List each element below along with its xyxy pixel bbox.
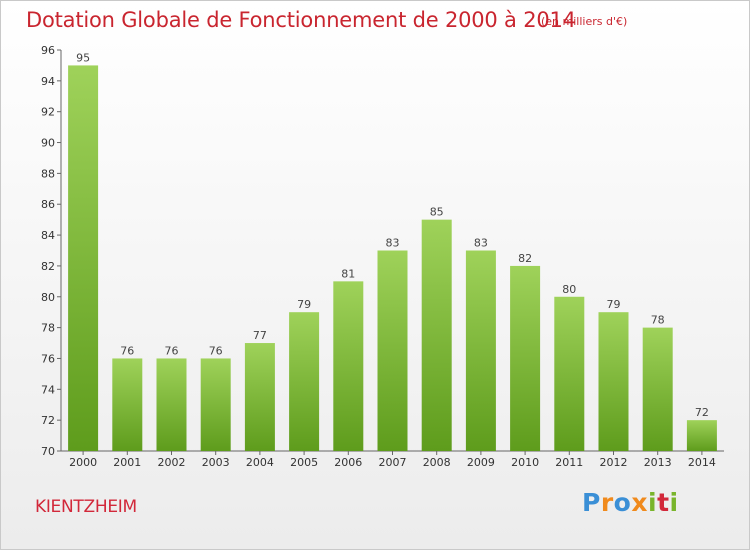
bar-value-label: 72 bbox=[695, 406, 709, 419]
chart-title: Dotation Globale de Fonctionnement de 20… bbox=[26, 8, 576, 32]
bar-value-label: 83 bbox=[474, 237, 488, 250]
y-tick-label: 72 bbox=[41, 414, 55, 427]
y-tick-label: 70 bbox=[41, 445, 55, 458]
bar bbox=[465, 250, 496, 451]
proxiti-logo: Proxiti bbox=[582, 488, 679, 517]
bar bbox=[686, 420, 717, 451]
logo-letter: r bbox=[600, 488, 614, 517]
bar bbox=[156, 358, 187, 451]
bar-value-label: 79 bbox=[607, 298, 621, 311]
bar bbox=[289, 312, 320, 451]
x-tick-label: 2001 bbox=[113, 456, 141, 469]
bar-value-label: 76 bbox=[165, 344, 179, 357]
y-tick-label: 84 bbox=[41, 229, 55, 242]
bar bbox=[200, 358, 231, 451]
x-tick-label: 2012 bbox=[600, 456, 628, 469]
bar bbox=[333, 281, 364, 451]
y-tick-label: 90 bbox=[41, 137, 55, 150]
y-tick-label: 74 bbox=[41, 383, 55, 396]
bar bbox=[598, 312, 629, 451]
logo-letter: o bbox=[613, 488, 632, 517]
bar bbox=[112, 358, 143, 451]
logo-letter: i bbox=[669, 488, 679, 517]
x-tick-label: 2011 bbox=[555, 456, 583, 469]
commune-name: KIENTZHEIM bbox=[35, 497, 137, 517]
y-tick-label: 88 bbox=[41, 167, 55, 180]
bar bbox=[554, 296, 585, 451]
x-tick-label: 2004 bbox=[246, 456, 274, 469]
x-tick-label: 2010 bbox=[511, 456, 539, 469]
chart-units-subtitle: (en milliers d'€) bbox=[541, 15, 628, 28]
bar-value-label: 81 bbox=[341, 267, 355, 280]
y-tick-label: 76 bbox=[41, 352, 55, 365]
bar-value-label: 83 bbox=[386, 237, 400, 250]
x-tick-label: 2006 bbox=[334, 456, 362, 469]
bar bbox=[421, 219, 452, 451]
bar-value-label: 95 bbox=[76, 51, 90, 64]
y-tick-label: 94 bbox=[41, 75, 55, 88]
bar-value-label: 80 bbox=[562, 283, 576, 296]
logo-letter: t bbox=[657, 488, 670, 517]
y-tick-label: 92 bbox=[41, 106, 55, 119]
bar-value-label: 79 bbox=[297, 298, 311, 311]
x-tick-label: 2002 bbox=[158, 456, 186, 469]
bar bbox=[244, 343, 275, 451]
bar-value-label: 85 bbox=[430, 206, 444, 219]
bar bbox=[642, 327, 673, 451]
bar bbox=[68, 65, 99, 451]
x-tick-label: 2000 bbox=[69, 456, 97, 469]
bar bbox=[377, 250, 408, 451]
logo-letter: x bbox=[631, 488, 648, 517]
y-tick-label: 86 bbox=[41, 198, 55, 211]
logo-letter: P bbox=[582, 488, 601, 517]
x-tick-label: 2009 bbox=[467, 456, 495, 469]
y-tick-label: 80 bbox=[41, 291, 55, 304]
y-tick-label: 78 bbox=[41, 322, 55, 335]
bar-value-label: 77 bbox=[253, 329, 267, 342]
bar-value-label: 76 bbox=[120, 344, 134, 357]
x-tick-label: 2005 bbox=[290, 456, 318, 469]
y-tick-label: 82 bbox=[41, 260, 55, 273]
bar-series: 95 76 76 76 77 79 81 83 85 83 82 80 79 78 72 bbox=[68, 51, 717, 451]
bar bbox=[510, 265, 541, 451]
bar-value-label: 78 bbox=[651, 314, 665, 327]
y-tick-label: 96 bbox=[41, 44, 55, 57]
bar-value-label: 82 bbox=[518, 252, 532, 265]
x-tick-label: 2007 bbox=[379, 456, 407, 469]
x-tick-label: 2014 bbox=[688, 456, 716, 469]
bar-value-label: 76 bbox=[209, 344, 223, 357]
x-tick-label: 2013 bbox=[644, 456, 672, 469]
x-tick-label: 2003 bbox=[202, 456, 230, 469]
x-tick-label: 2008 bbox=[423, 456, 451, 469]
logo-letter: i bbox=[648, 488, 658, 517]
